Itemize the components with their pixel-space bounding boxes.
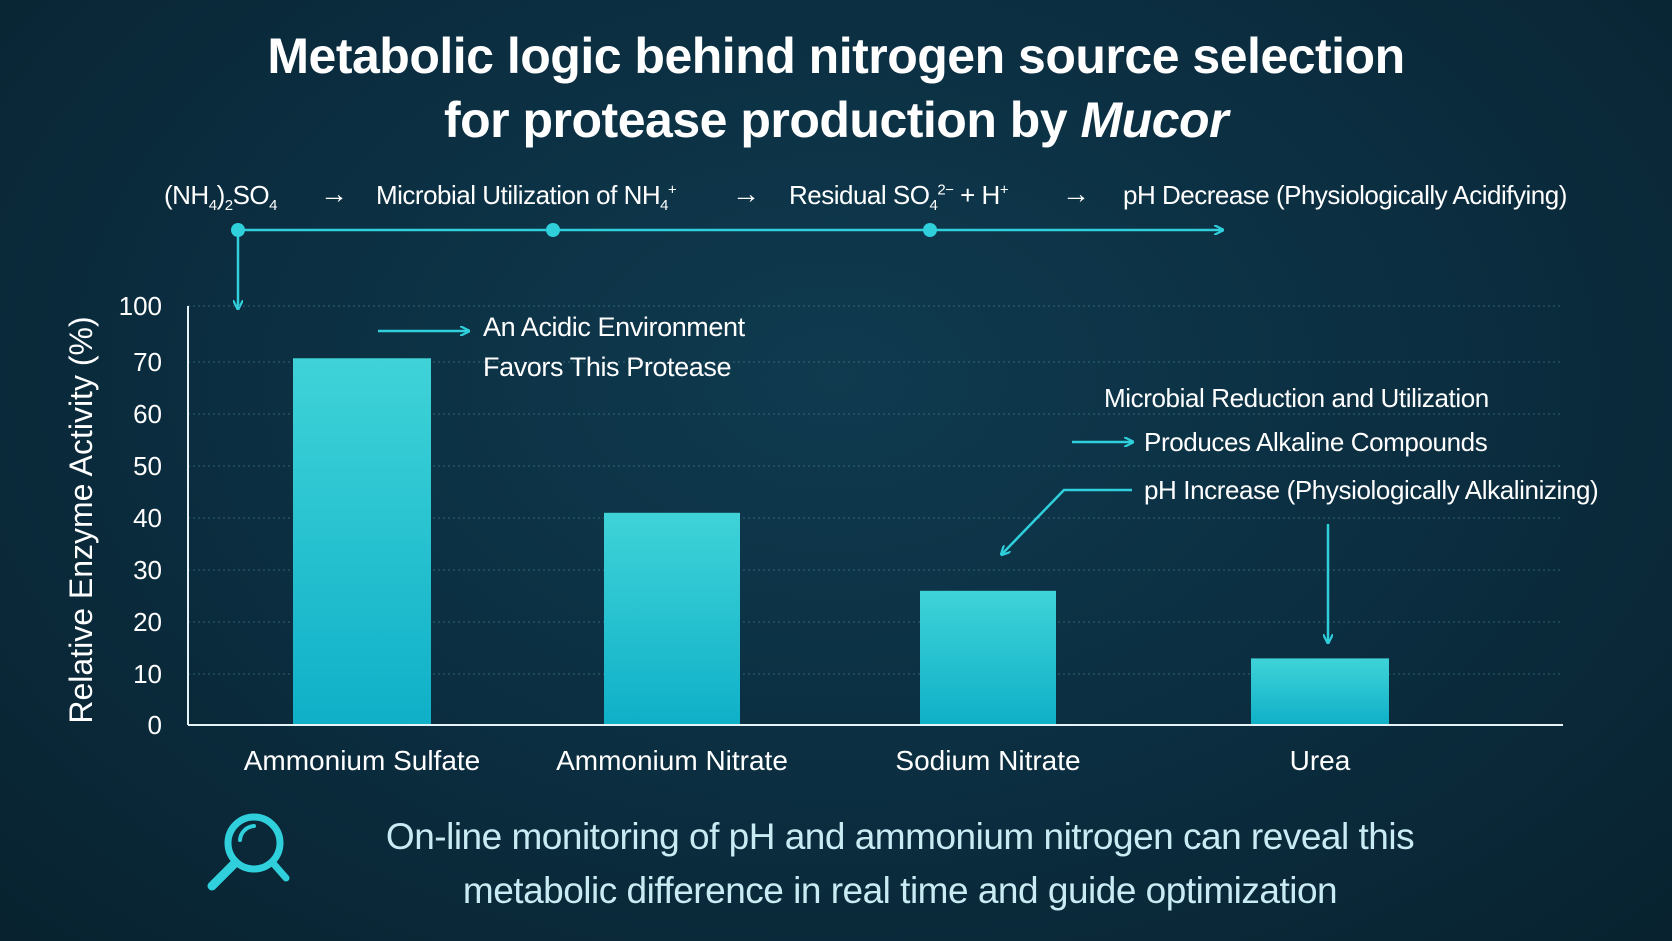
x-tick-label-ammonium-nitrate: Ammonium Nitrate xyxy=(556,745,788,776)
y-tick-label-100: 100 xyxy=(119,291,162,321)
chart-y-ticks: 0 10 20 30 40 50 60 70 100 xyxy=(119,291,162,740)
pathway-arrow-1: → xyxy=(320,178,348,209)
x-tick-label-sodium-nitrate: Sodium Nitrate xyxy=(895,745,1080,776)
footer-line-2: metabolic difference in real time and gu… xyxy=(462,870,1338,911)
acidic-annotation-line-1: An Acidic Environment xyxy=(483,312,745,342)
alkaline-annotation-line-2: Produces Alkaline Compounds xyxy=(1144,427,1488,457)
x-tick-label-ammonium-sulfate: Ammonium Sulfate xyxy=(244,745,481,776)
footer-note: On-line monitoring of pH and ammonium ni… xyxy=(300,810,1500,918)
alkaline-annotation-line-1: Microbial Reduction and Utilization xyxy=(1104,383,1489,413)
title-line-2-prefix: for protease production by xyxy=(443,92,1081,148)
chart-x-labels: Ammonium Sulfate Ammonium Nitrate Sodium N… xyxy=(244,745,1351,776)
pathway-step-1: (NH4)2SO4 xyxy=(164,180,277,215)
bar-ammonium-sulfate xyxy=(293,358,431,725)
pathway-timeline xyxy=(231,223,1222,308)
title-line-2: for protease production by Mucor xyxy=(0,88,1672,152)
pathway-step-3: Residual SO42− + H+ xyxy=(789,180,1009,215)
y-tick-label-60: 60 xyxy=(133,399,162,429)
pathway-arrow-2: → xyxy=(732,178,760,209)
y-axis-label: Relative Enzyme Activity (%) xyxy=(63,316,99,723)
chart-bars xyxy=(293,358,1389,725)
timeline-node-1 xyxy=(231,223,245,237)
x-tick-label-urea: Urea xyxy=(1290,745,1351,776)
bar-ammonium-nitrate xyxy=(604,512,740,725)
acidic-annotation: An Acidic Environment Favors This Protea… xyxy=(483,307,745,387)
y-tick-label-10: 10 xyxy=(133,659,162,689)
bar-sodium-nitrate xyxy=(920,590,1056,725)
y-tick-label-30: 30 xyxy=(133,555,162,585)
y-tick-label-0: 0 xyxy=(148,710,162,740)
y-tick-label-50: 50 xyxy=(133,451,162,481)
nitrate-pointer-arrow xyxy=(1002,488,1132,554)
timeline-node-3 xyxy=(923,223,937,237)
y-tick-label-40: 40 xyxy=(133,503,162,533)
bar-urea xyxy=(1251,658,1389,725)
y-tick-label-20: 20 xyxy=(133,607,162,637)
page-title: Metabolic logic behind nitrogen source s… xyxy=(0,24,1672,152)
alkaline-annotation-line-3: pH Increase (Physiologically Alkalinizin… xyxy=(1144,475,1599,505)
magnifier-icon xyxy=(207,813,290,891)
title-organism: Mucor xyxy=(1080,92,1229,148)
pathway-step-4: pH Decrease (Physiologically Acidifying) xyxy=(1123,180,1567,210)
acidic-annotation-line-2: Favors This Protease xyxy=(483,352,732,382)
title-line-1: Metabolic logic behind nitrogen source s… xyxy=(267,28,1405,84)
footer-line-1: On-line monitoring of pH and ammonium ni… xyxy=(385,816,1415,857)
y-tick-label-70: 70 xyxy=(133,347,162,377)
timeline-node-2 xyxy=(546,223,560,237)
pathway-step-2: Microbial Utilization of NH4+ xyxy=(376,180,677,215)
pathway-arrow-3: → xyxy=(1062,178,1090,209)
